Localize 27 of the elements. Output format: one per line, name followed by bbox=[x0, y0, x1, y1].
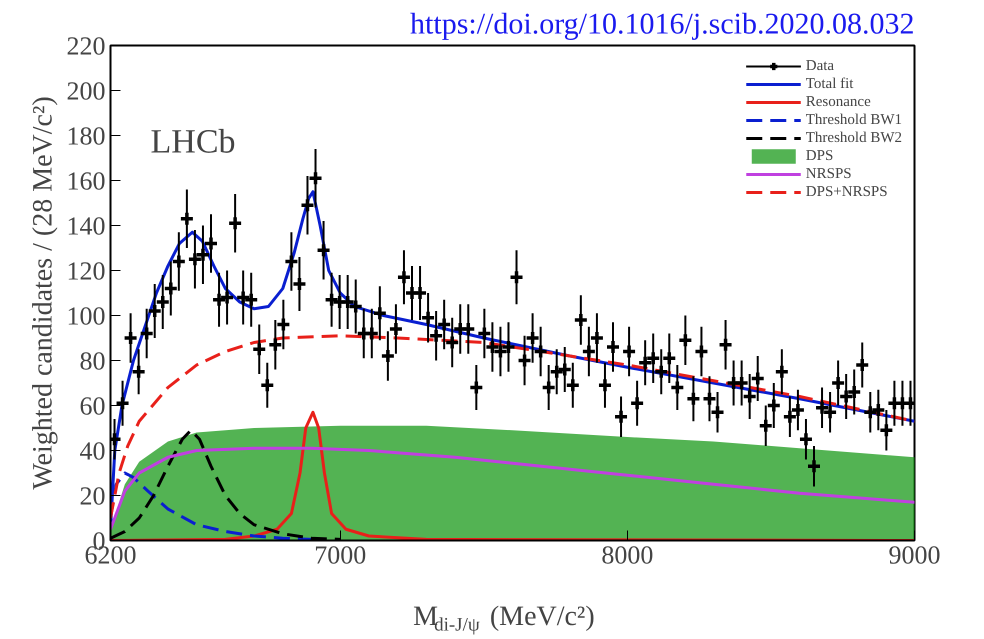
legend-label: Resonance bbox=[806, 93, 871, 111]
x-tick-label: 9000 bbox=[888, 540, 940, 570]
y-tick-label: 160 bbox=[66, 166, 106, 196]
y-tick-label: 120 bbox=[66, 256, 106, 286]
x-tick-label: 7000 bbox=[314, 540, 366, 570]
y-tick-label: 80 bbox=[80, 346, 106, 376]
y-tick-label: 220 bbox=[66, 32, 106, 60]
line-series bbox=[110, 334, 914, 520]
y-tick-label: 40 bbox=[80, 436, 106, 466]
x-tick-label: 8000 bbox=[601, 540, 654, 570]
legend-label: Data bbox=[806, 57, 834, 75]
line-series bbox=[110, 446, 914, 531]
chart-title: https://doi.org/10.1016/j.scib.2020.08.032 bbox=[410, 8, 915, 40]
legend-label: NRSPS bbox=[806, 165, 852, 183]
y-tick-label: 140 bbox=[66, 212, 106, 240]
legend-label: Total fit bbox=[806, 75, 854, 93]
y-axis-title: Weighted candidates / (28 MeV/c²) bbox=[28, 96, 58, 490]
annotation: LHCb bbox=[150, 124, 236, 160]
y-tick-label: 200 bbox=[66, 76, 106, 106]
y-tick-label: 20 bbox=[80, 482, 106, 510]
legend-label: DPS+NRSPS bbox=[806, 183, 888, 201]
legend-label: Threshold BW2 bbox=[806, 129, 902, 147]
legend-label: Threshold BW1 bbox=[806, 111, 902, 129]
y-tick-label: 60 bbox=[80, 392, 106, 420]
y-tick-label: 100 bbox=[66, 302, 106, 330]
legend-label: DPS bbox=[806, 147, 834, 165]
y-tick-label: 180 bbox=[66, 122, 106, 150]
